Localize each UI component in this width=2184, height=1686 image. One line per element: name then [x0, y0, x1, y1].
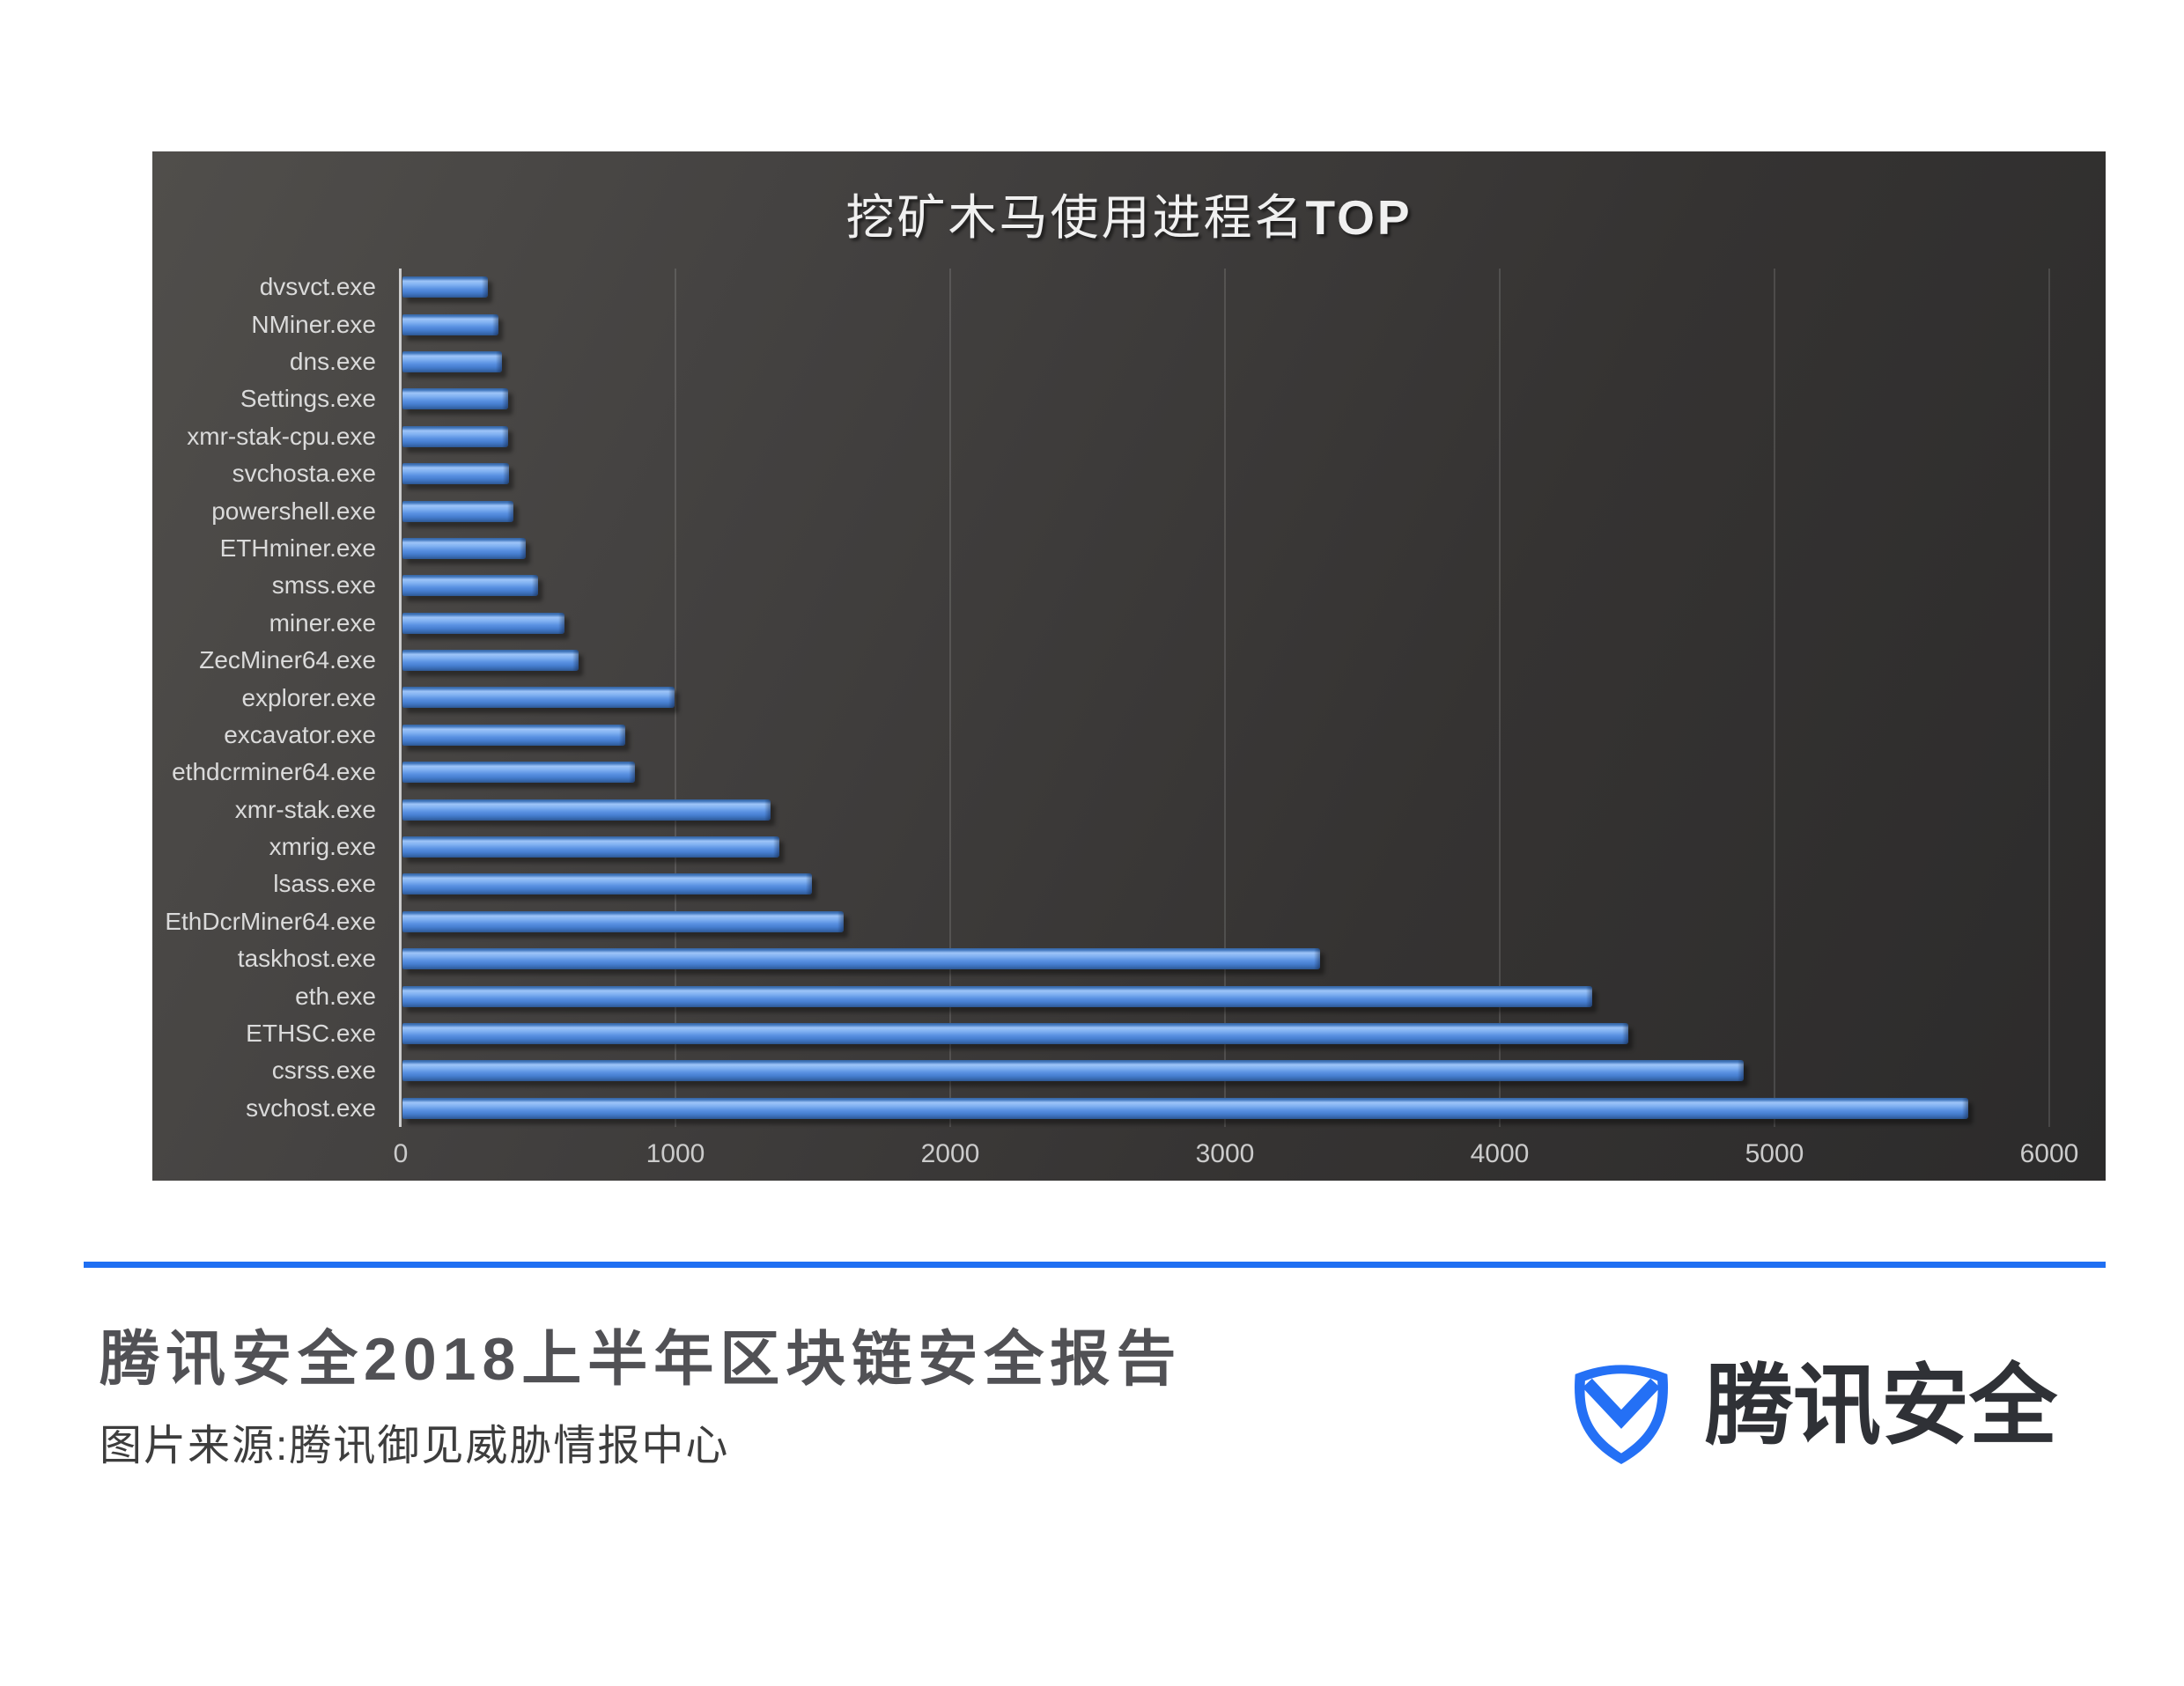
bar-Settings.exe: [402, 388, 508, 410]
bar-row-taskhost.exe: [401, 940, 2049, 977]
y-label-taskhost.exe: taskhost.exe: [237, 945, 376, 973]
bar-row-xmr-stak.exe: [401, 791, 2049, 828]
bar-row-eth.exe: [401, 977, 2049, 1014]
gridline-1000: [675, 269, 676, 1127]
bar-row-miner.exe: [401, 605, 2049, 642]
y-label-xmrig.exe: xmrig.exe: [269, 833, 376, 861]
y-label-miner.exe: miner.exe: [269, 608, 376, 637]
bar-row-ZecMiner64.exe: [401, 642, 2049, 679]
bar-row-NMiner.exe: [401, 306, 2049, 342]
bar-row-dns.exe: [401, 343, 2049, 380]
y-label-svchosta.exe: svchosta.exe: [232, 460, 376, 488]
bar-csrss.exe: [402, 1060, 1744, 1082]
bar-ETHminer.exe: [402, 537, 526, 559]
x-tick-label-0: 0: [393, 1139, 409, 1168]
bar-lsass.exe: [402, 873, 812, 895]
mining-trojan-bar-chart: 挖矿木马使用进程名TOP dvsvct.exe NMiner.exe dns.exe…: [152, 151, 2106, 1181]
bar-row-ETHminer.exe: [401, 530, 2049, 567]
bar-dns.exe: [402, 350, 502, 372]
bar-row-excavator.exe: [401, 717, 2049, 754]
bar-excavator.exe: [402, 724, 625, 746]
gridline-2000: [949, 269, 951, 1127]
y-label-Settings.exe: Settings.exe: [240, 385, 376, 413]
bar-eth.exe: [402, 985, 1592, 1007]
chart-title-top: TOP: [1305, 190, 1413, 245]
tencent-security-logo: 腾讯安全: [1566, 1349, 2112, 1476]
bar-xmr-stak-cpu.exe: [402, 425, 508, 447]
x-tick-label-3000: 3000: [1195, 1139, 1255, 1168]
y-label-ETHminer.exe: ETHminer.exe: [219, 534, 376, 562]
bar-row-svchost.exe: [401, 1090, 2049, 1127]
y-axis-labels: dvsvct.exe NMiner.exe dns.exe Settings.exe x…: [152, 269, 388, 1127]
bar-taskhost.exe: [402, 948, 1320, 970]
bar-smss.exe: [402, 575, 538, 597]
gridline-5000: [1774, 269, 1775, 1127]
bar-explorer.exe: [402, 687, 675, 709]
y-label-EthDcrMiner64.exe: EthDcrMiner64.exe: [165, 907, 376, 935]
chart-title-cn: 挖矿木马使用进程名: [845, 191, 1306, 245]
gridline-3000: [1224, 269, 1226, 1127]
x-tick-label-1000: 1000: [646, 1139, 705, 1168]
bar-xmr-stak.exe: [402, 799, 771, 821]
y-label-dns.exe: dns.exe: [289, 347, 376, 375]
bar-row-csrss.exe: [401, 1052, 2049, 1089]
y-axis-line: [399, 269, 402, 1127]
bar-row-smss.exe: [401, 567, 2049, 604]
bar-row-xmr-stak-cpu.exe: [401, 418, 2049, 455]
bar-dvsvct.exe: [402, 276, 488, 298]
gridline-6000: [2048, 269, 2050, 1127]
gridline-4000: [1499, 269, 1501, 1127]
x-tick-label-2000: 2000: [920, 1139, 980, 1168]
y-label-xmr-stak.exe: xmr-stak.exe: [234, 795, 376, 823]
y-label-ZecMiner64.exe: ZecMiner64.exe: [199, 646, 376, 674]
bar-row-xmrig.exe: [401, 828, 2049, 865]
image-source-caption: 图片来源:腾讯御见威胁情报中心: [100, 1423, 730, 1469]
bar-row-ETHSC.exe: [401, 1015, 2049, 1052]
bar-row-ethdcrminer64.exe: [401, 754, 2049, 791]
bar-row-explorer.exe: [401, 679, 2049, 716]
y-label-ETHSC.exe: ETHSC.exe: [246, 1020, 376, 1048]
bar-miner.exe: [402, 612, 564, 634]
bar-row-EthDcrMiner64.exe: [401, 903, 2049, 940]
y-label-csrss.exe: csrss.exe: [271, 1057, 376, 1085]
bar-row-Settings.exe: [401, 380, 2049, 417]
bar-EthDcrMiner64.exe: [402, 910, 844, 932]
x-tick-label-5000: 5000: [1745, 1139, 1804, 1168]
y-label-smss.exe: smss.exe: [271, 571, 376, 600]
bar-ZecMiner64.exe: [402, 650, 579, 672]
bar-powershell.exe: [402, 500, 513, 522]
report-title: 腾讯安全2018上半年区块链安全报告: [100, 1326, 1183, 1393]
x-tick-label-6000: 6000: [2019, 1139, 2079, 1168]
shield-check-icon: [1575, 1365, 1668, 1465]
bar-ethdcrminer64.exe: [402, 762, 635, 784]
bar-row-dvsvct.exe: [401, 269, 2049, 306]
y-label-NMiner.exe: NMiner.exe: [251, 310, 376, 338]
y-label-lsass.exe: lsass.exe: [273, 870, 376, 898]
divider-line: [84, 1262, 2106, 1268]
y-label-svchost.exe: svchost.exe: [246, 1093, 376, 1122]
bar-xmrig.exe: [402, 836, 779, 858]
chart-title: 挖矿木马使用进程名TOP: [152, 178, 2106, 248]
y-label-ethdcrminer64.exe: ethdcrminer64.exe: [172, 758, 376, 786]
y-label-eth.exe: eth.exe: [295, 982, 376, 1010]
y-label-explorer.exe: explorer.exe: [241, 683, 376, 711]
y-label-powershell.exe: powershell.exe: [211, 497, 376, 525]
bar-svchosta.exe: [402, 463, 509, 485]
bar-NMiner.exe: [402, 313, 498, 335]
x-axis-ticks: 0 1000 2000 3000 4000 5000 6000: [152, 1139, 2106, 1174]
plot-area: [399, 269, 2050, 1127]
bar-row-lsass.exe: [401, 865, 2049, 902]
brand-wordmark: 腾讯安全: [1705, 1357, 2057, 1455]
y-label-dvsvct.exe: dvsvct.exe: [259, 273, 376, 301]
y-label-excavator.exe: excavator.exe: [224, 720, 376, 748]
bar-ETHSC.exe: [402, 1023, 1628, 1044]
bar-svchost.exe: [402, 1097, 1968, 1119]
bar-row-powershell.exe: [401, 492, 2049, 529]
bar-row-svchosta.exe: [401, 455, 2049, 492]
y-label-xmr-stak-cpu.exe: xmr-stak-cpu.exe: [187, 422, 376, 450]
x-tick-label-4000: 4000: [1470, 1139, 1530, 1168]
